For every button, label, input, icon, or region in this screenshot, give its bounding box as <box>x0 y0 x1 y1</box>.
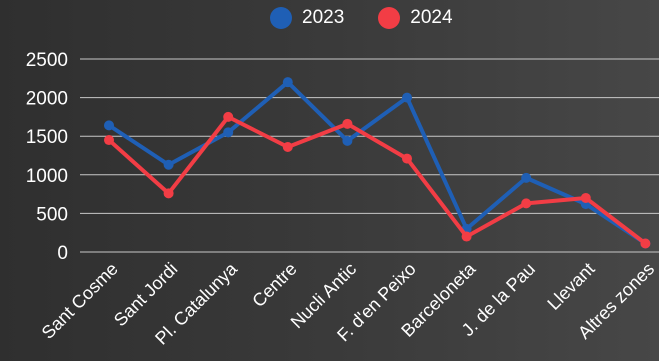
series-layer <box>104 77 651 249</box>
legend-item-2024: 2024 <box>378 7 453 29</box>
legend-swatch-2023 <box>270 7 292 29</box>
y-tick-label: 2500 <box>26 50 68 71</box>
data-point-2023-4 <box>342 135 353 146</box>
data-point-2023-3 <box>282 77 293 88</box>
data-point-2024-9 <box>640 238 651 249</box>
y-tick-label: 500 <box>36 204 68 225</box>
x-tick-label: Sant Cosme <box>38 259 122 343</box>
data-point-2023-0 <box>104 120 114 131</box>
data-point-2024-8 <box>580 192 591 203</box>
x-tick-label: Llevant <box>543 259 598 314</box>
data-point-2024-2 <box>223 111 234 122</box>
series-line-2023 <box>107 80 648 246</box>
legend-item-2023: 2023 <box>270 7 344 29</box>
data-point-2023-7 <box>521 172 532 183</box>
data-point-2024-0 <box>104 135 114 146</box>
data-point-2024-6 <box>461 231 472 242</box>
y-axis: 0 500 1000 1500 2000 2500 <box>26 50 68 264</box>
grid-layer <box>80 58 659 253</box>
series-line-2024 <box>107 114 648 246</box>
legend-label-2023: 2023 <box>302 7 345 28</box>
y-tick-label: 1500 <box>26 127 68 148</box>
y-tick-label: 2000 <box>26 89 68 110</box>
data-point-2023-1 <box>163 159 174 170</box>
data-point-2023-2 <box>223 127 234 138</box>
chart-legend: 2023 2024 <box>270 7 453 29</box>
y-tick-label: 0 <box>57 243 68 264</box>
legend-swatch-2024 <box>378 7 401 29</box>
data-point-2024-1 <box>163 188 174 199</box>
y-tick-label: 1000 <box>26 166 68 187</box>
x-tick-label: Centre <box>248 259 300 311</box>
legend-label-2024: 2024 <box>410 7 453 28</box>
data-point-2023-5 <box>402 92 412 103</box>
data-point-2024-7 <box>521 198 532 209</box>
data-point-2024-5 <box>402 153 412 164</box>
data-point-2024-3 <box>282 142 293 153</box>
data-point-2024-4 <box>342 118 353 129</box>
